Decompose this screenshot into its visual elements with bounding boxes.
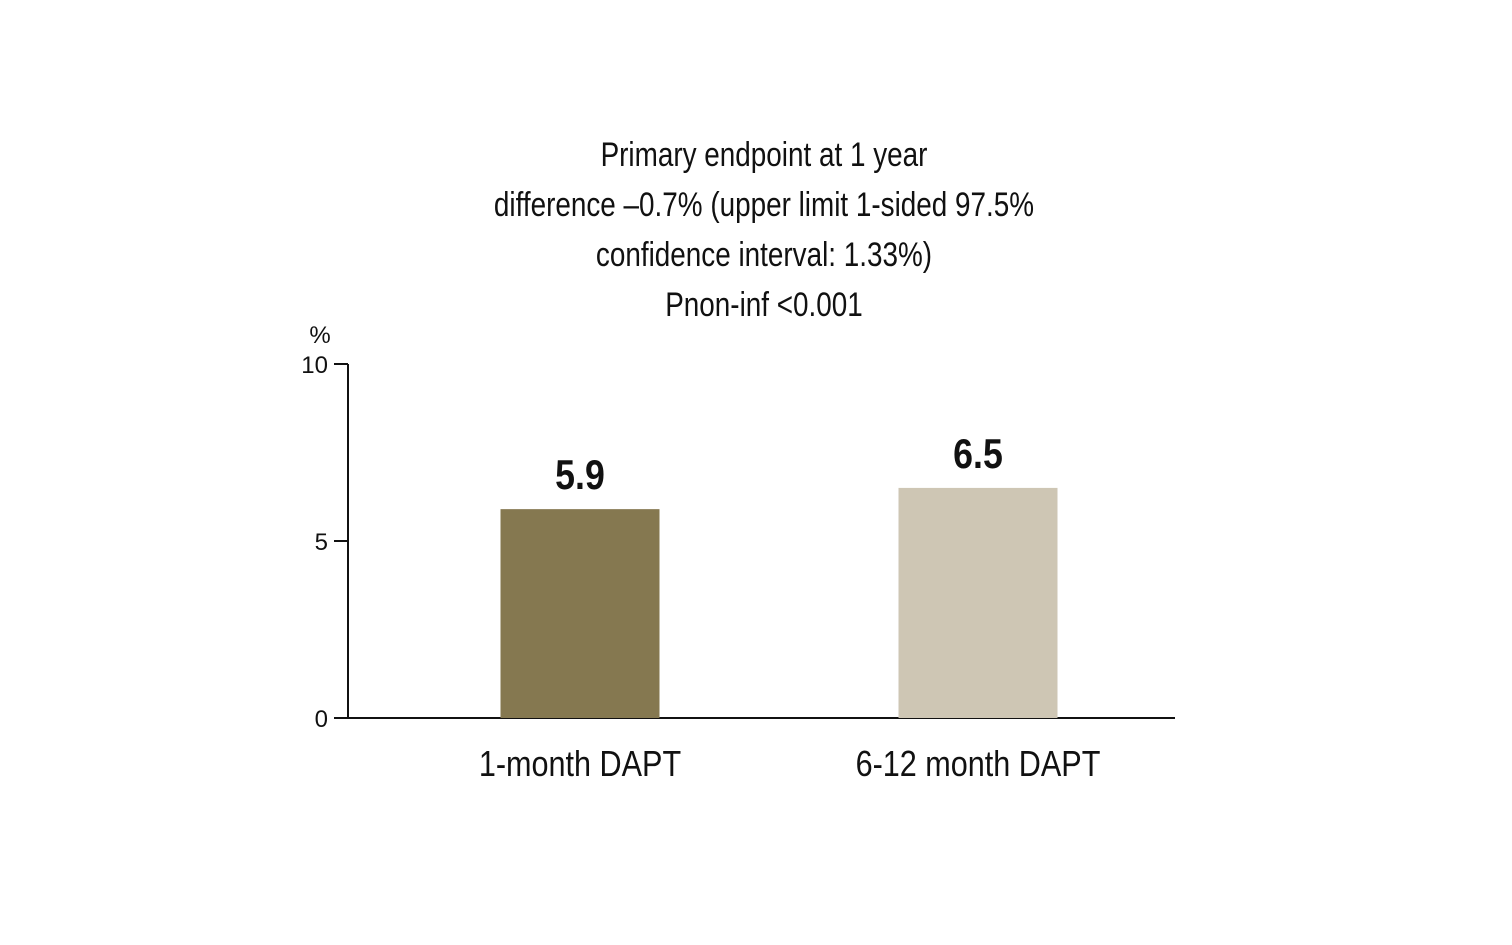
- bars: [500, 487, 1058, 718]
- bar-0: [500, 509, 660, 718]
- title-line-1: Primary endpoint at 1 year: [601, 135, 928, 173]
- chart-title: Primary endpoint at 1 year difference –0…: [494, 135, 1034, 323]
- title-line-4: Pnon-inf <0.001: [665, 285, 863, 323]
- y-tick-label-0: 0: [315, 706, 328, 733]
- bar-1: [898, 487, 1058, 718]
- value-label-1: 6.5: [953, 431, 1003, 477]
- title-line-3: confidence interval: 1.33%): [596, 235, 932, 273]
- y-tick-label-2: 10: [301, 352, 328, 379]
- y-axis-unit-label: %: [309, 322, 330, 349]
- value-label-0: 5.9: [555, 453, 605, 499]
- title-line-2: difference –0.7% (upper limit 1-sided 97…: [494, 185, 1034, 223]
- value-labels: 5.9 6.5: [555, 431, 1003, 499]
- y-tick-label-1: 5: [315, 529, 328, 556]
- category-label-0: 1-month DAPT: [479, 745, 681, 785]
- category-labels: 1-month DAPT 6-12 month DAPT: [479, 745, 1101, 785]
- y-ticks: 0 5 10: [301, 352, 348, 733]
- category-label-1: 6-12 month DAPT: [856, 745, 1101, 785]
